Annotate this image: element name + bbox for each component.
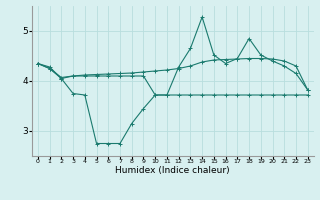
- X-axis label: Humidex (Indice chaleur): Humidex (Indice chaleur): [116, 166, 230, 175]
